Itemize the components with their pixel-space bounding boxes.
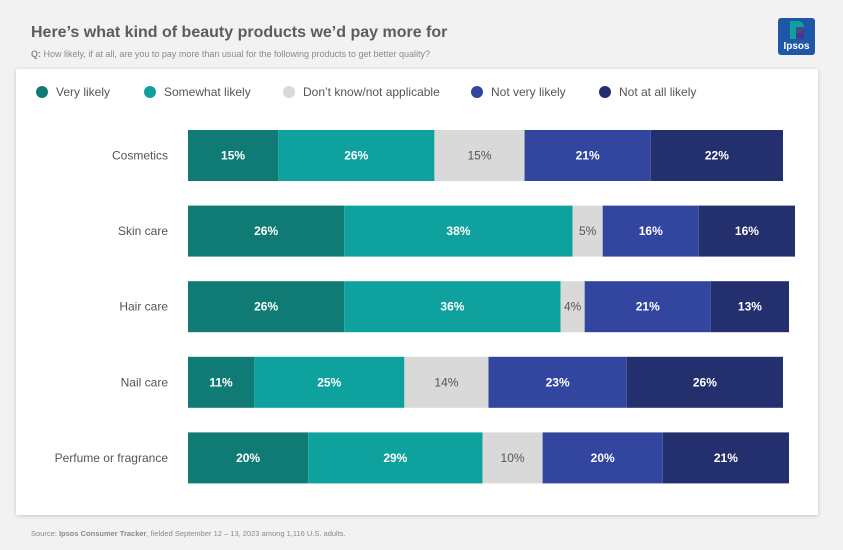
bar-segment bbox=[188, 281, 345, 333]
bar-segment bbox=[344, 205, 573, 257]
legend-swatch bbox=[36, 86, 48, 98]
bar-value-label: 15% bbox=[467, 149, 491, 163]
bar-value-label: 16% bbox=[639, 224, 663, 238]
bar-segment bbox=[404, 356, 489, 408]
bar-value-label: 5% bbox=[579, 224, 597, 238]
bar-value-label: 13% bbox=[738, 300, 762, 314]
bar-value-label: 21% bbox=[636, 300, 660, 314]
bar-segment bbox=[278, 130, 435, 181]
logo-mark-icon bbox=[790, 21, 804, 39]
bar-value-label: 29% bbox=[383, 451, 407, 465]
bar-value-label: 26% bbox=[254, 224, 278, 238]
bar-value-label: 21% bbox=[576, 149, 600, 163]
legend-swatch bbox=[599, 86, 611, 98]
bar-value-label: 20% bbox=[591, 451, 615, 465]
bar-value-label: 16% bbox=[735, 224, 759, 238]
legend-item-dont-know: Don’t know/not applicable bbox=[283, 84, 440, 100]
bar-value-label: 14% bbox=[434, 375, 458, 389]
bar-value-label: 10% bbox=[501, 451, 525, 465]
bar-segment bbox=[626, 356, 783, 408]
source-detail: , fielded September 12 – 13, 2023 among … bbox=[146, 529, 346, 538]
legend-label: Very likely bbox=[56, 85, 111, 99]
legend-swatch bbox=[471, 86, 483, 98]
legend-item-not-very-likely: Not very likely bbox=[471, 84, 566, 100]
bar-segment bbox=[188, 130, 279, 181]
legend-label: Not at all likely bbox=[619, 85, 697, 99]
bar-value-label: 20% bbox=[236, 451, 260, 465]
category-label: Skin care bbox=[118, 224, 168, 238]
bar-value-label: 15% bbox=[221, 149, 245, 163]
category-label: Hair care bbox=[119, 300, 168, 314]
bar-segment bbox=[602, 205, 699, 257]
legend-item-very-likely: Very likely bbox=[36, 84, 110, 100]
bar-segment bbox=[584, 281, 711, 333]
chart-subtitle: Q: How likely, if at all, are you to pay… bbox=[31, 49, 430, 59]
bar-segment bbox=[710, 281, 789, 333]
bar-value-label: 21% bbox=[714, 451, 738, 465]
bar-segment bbox=[572, 205, 603, 257]
bar-segment bbox=[560, 281, 585, 333]
source-note: Source: Ipsos Consumer Tracker, fielded … bbox=[31, 529, 346, 538]
chart-title: Here’s what kind of beauty products we’d… bbox=[31, 24, 448, 41]
question-text: How likely, if at all, are you to pay mo… bbox=[43, 49, 431, 59]
bar-segment bbox=[188, 432, 309, 484]
bar-value-label: 25% bbox=[317, 375, 341, 389]
bar-segment bbox=[542, 432, 663, 484]
bar-segment bbox=[524, 130, 651, 181]
category-label: Nail care bbox=[121, 375, 169, 389]
ipsos-logo: Ipsos bbox=[778, 18, 815, 55]
legend-label: Somewhat likely bbox=[164, 85, 251, 99]
bar-value-label: 4% bbox=[564, 300, 582, 314]
bar-value-label: 26% bbox=[693, 375, 717, 389]
category-label: Perfume or fragrance bbox=[55, 451, 169, 465]
legend-item-not-at-all-likely: Not at all likely bbox=[599, 84, 696, 100]
bar-value-label: 22% bbox=[705, 149, 729, 163]
bar-segment bbox=[188, 205, 345, 257]
bar-segment bbox=[698, 205, 796, 257]
category-label: Cosmetics bbox=[112, 149, 168, 163]
logo-text: Ipsos bbox=[783, 41, 810, 52]
legend-label: Not very likely bbox=[491, 85, 566, 99]
legend-swatch bbox=[144, 86, 156, 98]
legend-label: Don’t know/not applicable bbox=[303, 85, 440, 99]
bar-value-label: 38% bbox=[446, 224, 470, 238]
bar-segment bbox=[434, 130, 525, 181]
bar-value-label: 11% bbox=[209, 375, 233, 389]
bar-segment bbox=[254, 356, 405, 408]
legend-swatch bbox=[283, 86, 295, 98]
bar-value-label: 26% bbox=[254, 300, 278, 314]
bar-segment bbox=[650, 130, 783, 181]
bar-value-label: 36% bbox=[440, 300, 464, 314]
source-name: Ipsos Consumer Tracker bbox=[58, 529, 147, 538]
bar-segment bbox=[662, 432, 789, 484]
legend-item-somewhat-likely: Somewhat likely bbox=[144, 84, 251, 100]
bar-value-label: 23% bbox=[546, 375, 570, 389]
question-prefix: Q: bbox=[31, 49, 41, 59]
bar-value-label: 26% bbox=[344, 149, 368, 163]
bar-segment bbox=[344, 281, 561, 333]
bar-segment bbox=[308, 432, 483, 484]
source-prefix: Source: bbox=[31, 529, 59, 538]
bar-segment bbox=[488, 356, 627, 408]
bar-segment bbox=[482, 432, 543, 484]
bar-segment bbox=[188, 356, 255, 408]
